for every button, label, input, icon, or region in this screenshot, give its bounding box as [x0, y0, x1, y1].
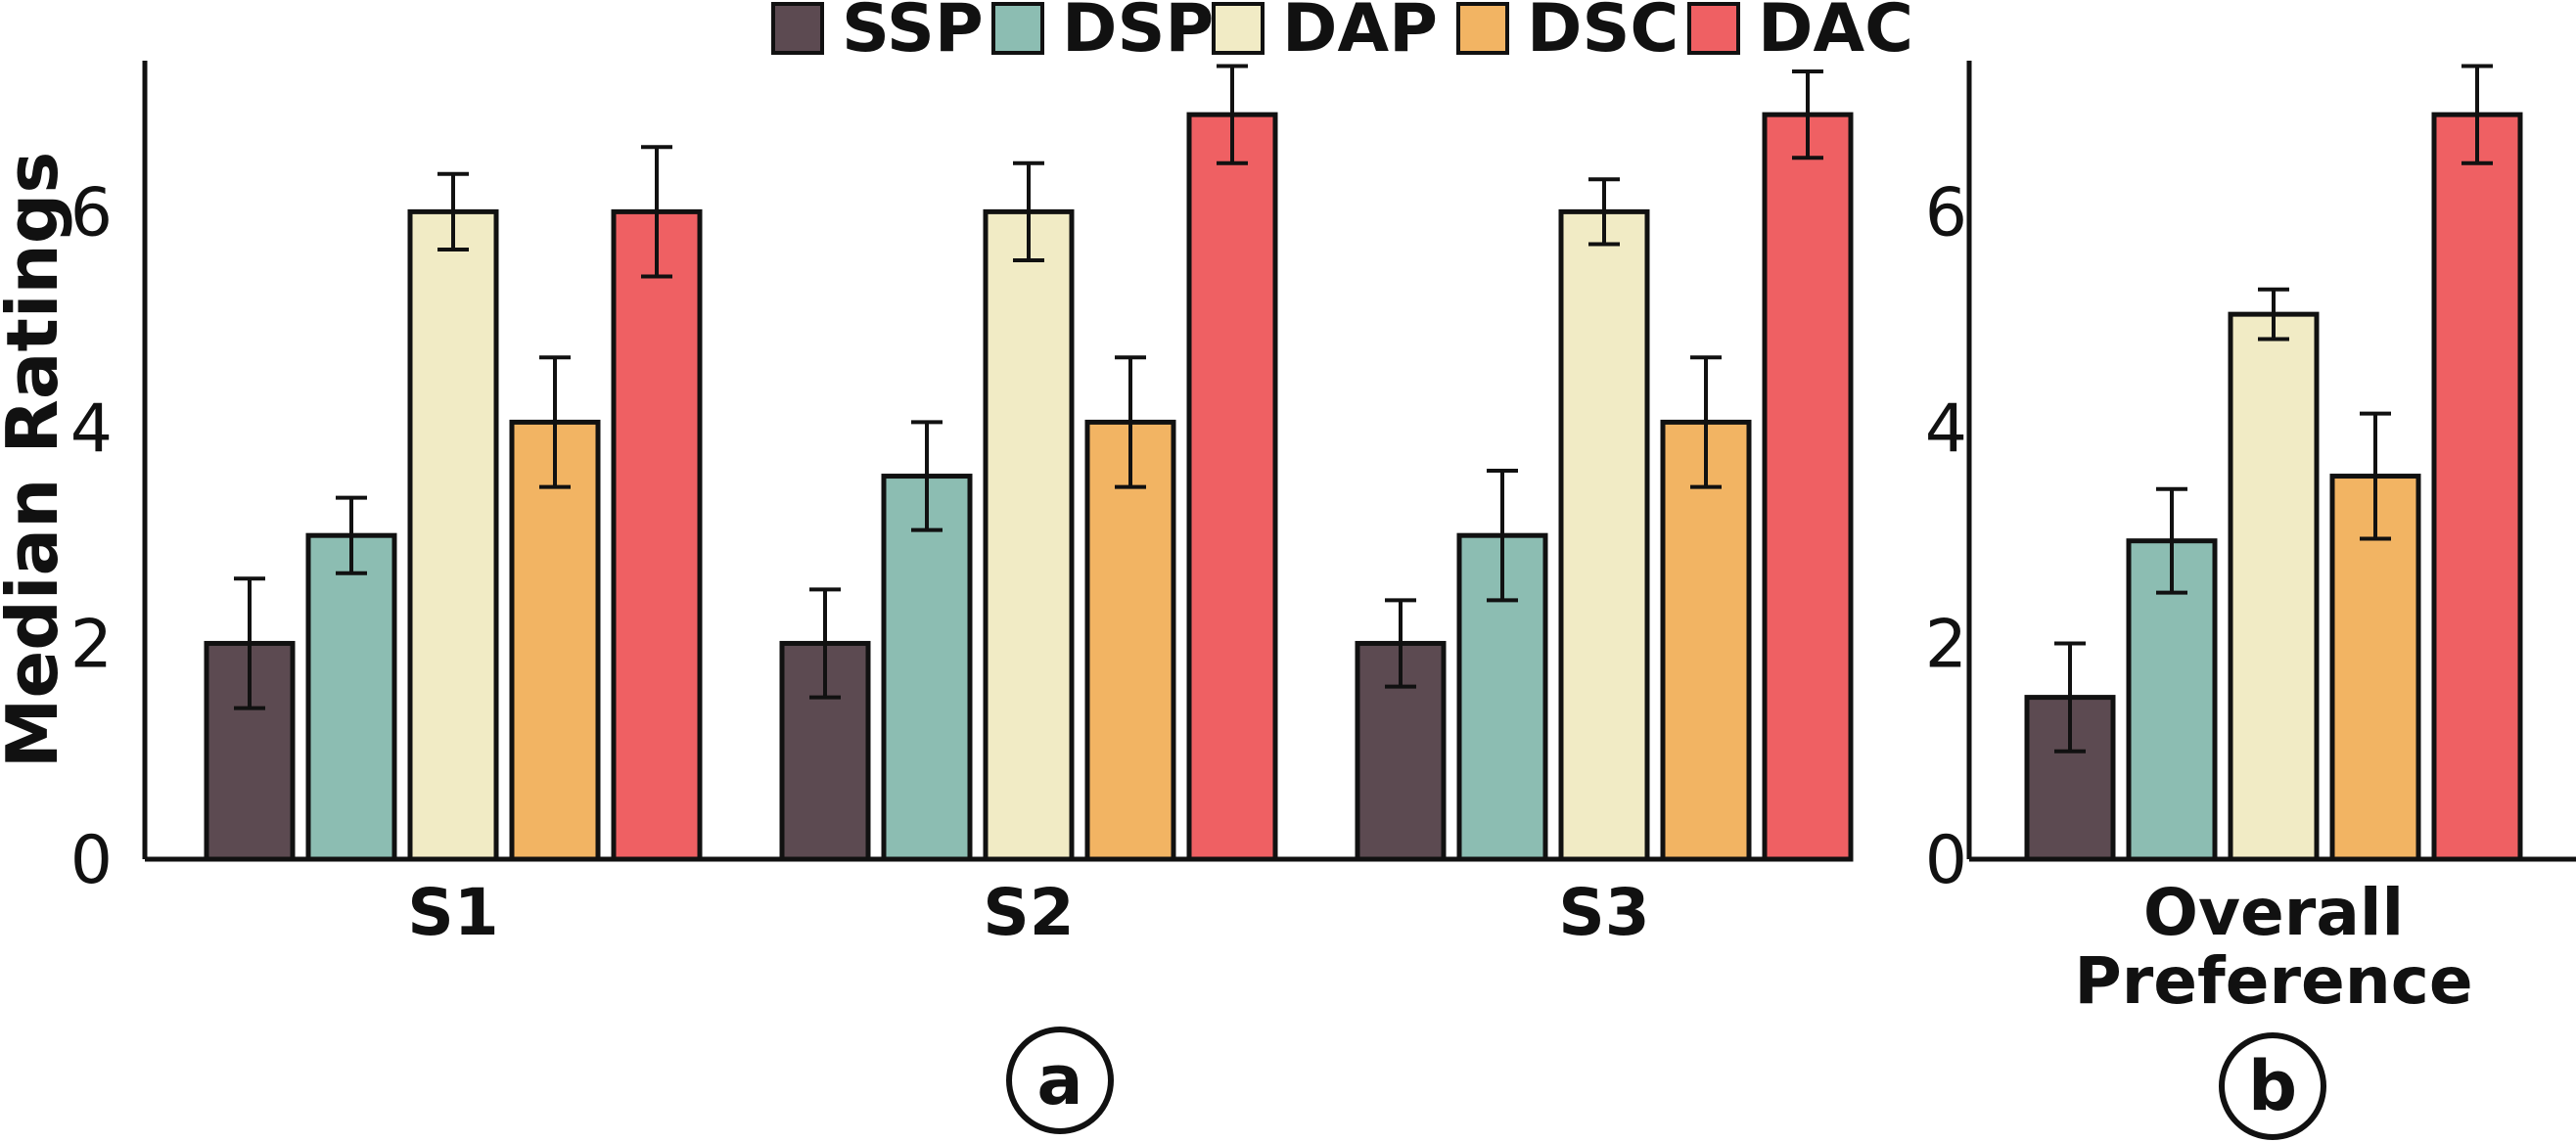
bar-dap-s1	[407, 208, 499, 862]
panel-b-label-text: b	[2248, 1046, 2297, 1126]
error-bar-dsc-s3	[1690, 355, 1722, 489]
legend: SSP DSP DAP DSC DAC	[771, 0, 1913, 68]
error-bar-ssp-s2	[809, 587, 841, 700]
error-bar-ssp-s1	[234, 576, 265, 710]
category-label-overall: Preference	[2074, 943, 2472, 1019]
panel-a-y-tick-label: 4	[70, 390, 113, 468]
bar-dsp-s2	[881, 474, 973, 862]
panel-a: Median Ratings 0 2 4 6 S1 S2 S3 a	[0, 61, 1854, 1134]
panel-a-y-tick-label: 6	[70, 174, 113, 251]
legend-swatch-dsc	[1456, 2, 1509, 55]
error-bar-dac-s1	[641, 145, 672, 279]
bar-dsp-s1	[305, 532, 397, 862]
bar-dac-overall	[2431, 112, 2523, 862]
legend-item-dsc: DSC	[1456, 0, 1679, 68]
error-bar-dap-overall	[2258, 287, 2289, 342]
panel-a-bars	[204, 64, 1854, 862]
panel-a-y-ticks: 0 2 4 6	[70, 174, 113, 899]
panel-a-category-labels: S1 S2 S3	[407, 875, 1649, 950]
bar-dap-s2	[983, 208, 1075, 862]
error-bar-dac-s2	[1217, 64, 1248, 165]
panel-a-label: a	[1006, 1027, 1114, 1134]
panel-b-label: b	[2219, 1032, 2326, 1140]
legend-swatch-dap	[1212, 2, 1265, 55]
error-bar-dsc-s2	[1115, 355, 1146, 489]
panel-b-y-tick-label: 0	[1925, 822, 1967, 899]
bar-dap-overall	[2228, 311, 2320, 862]
panel-a-y-tick-label: 0	[70, 822, 113, 899]
error-bar-ssp-overall	[2054, 641, 2086, 754]
legend-swatch-ssp	[771, 2, 824, 55]
legend-label-dsp: DSP	[1062, 0, 1214, 68]
panel-b-y-ticks: 0 2 4 6	[1925, 174, 1967, 899]
bar-dap-s3	[1558, 208, 1650, 862]
error-bar-dsc-overall	[2360, 411, 2391, 541]
panel-a-label-text: a	[1036, 1040, 1082, 1120]
error-bar-dac-overall	[2461, 64, 2493, 165]
panel-b-label-circle	[2219, 1032, 2326, 1140]
error-bar-ssp-s3	[1385, 598, 1416, 689]
bar-dsc-s3	[1660, 419, 1752, 862]
panel-a-axes	[142, 61, 1850, 862]
legend-item-ssp: SSP	[771, 0, 984, 68]
error-bar-dap-s1	[437, 171, 469, 251]
category-label-s1: S1	[407, 875, 498, 950]
category-label-s2: S2	[983, 875, 1074, 950]
legend-label-ssp: SSP	[842, 0, 984, 68]
error-bar-dap-s3	[1588, 177, 1620, 247]
error-bar-dac-s3	[1792, 69, 1823, 160]
panel-b-axes	[1966, 61, 2576, 862]
legend-item-dap: DAP	[1212, 0, 1438, 68]
error-bar-dsp-overall	[2156, 486, 2187, 595]
panel-a-label-circle	[1006, 1027, 1114, 1134]
error-bar-dsp-s1	[336, 495, 367, 575]
panel-b-y-tick-label: 6	[1925, 174, 1967, 251]
legend-label-dap: DAP	[1282, 0, 1438, 68]
legend-swatch-dac	[1687, 2, 1740, 55]
error-bar-dsp-s2	[911, 420, 943, 532]
bar-dac-s1	[611, 208, 703, 862]
error-bar-dap-s2	[1013, 160, 1044, 262]
error-bar-dsc-s1	[539, 355, 571, 489]
legend-label-dac: DAC	[1758, 0, 1913, 68]
y-axis-label: Median Ratings	[0, 152, 73, 768]
legend-item-dsp: DSP	[991, 0, 1214, 68]
legend-swatch-dsp	[991, 2, 1044, 55]
bar-dac-s2	[1186, 112, 1278, 862]
panel-a-y-tick-label: 2	[70, 606, 113, 683]
panel-b-bars	[2024, 64, 2523, 862]
category-label-s3: S3	[1558, 875, 1649, 950]
legend-item-dac: DAC	[1687, 0, 1913, 68]
panel-b-y-tick-label: 2	[1925, 606, 1967, 683]
panel-b-y-tick-label: 4	[1925, 390, 1967, 468]
error-bar-dsp-s3	[1487, 469, 1518, 603]
legend-label-dsc: DSC	[1527, 0, 1679, 68]
bar-dac-s3	[1762, 112, 1854, 862]
category-label-overall: Overall	[2143, 875, 2404, 950]
